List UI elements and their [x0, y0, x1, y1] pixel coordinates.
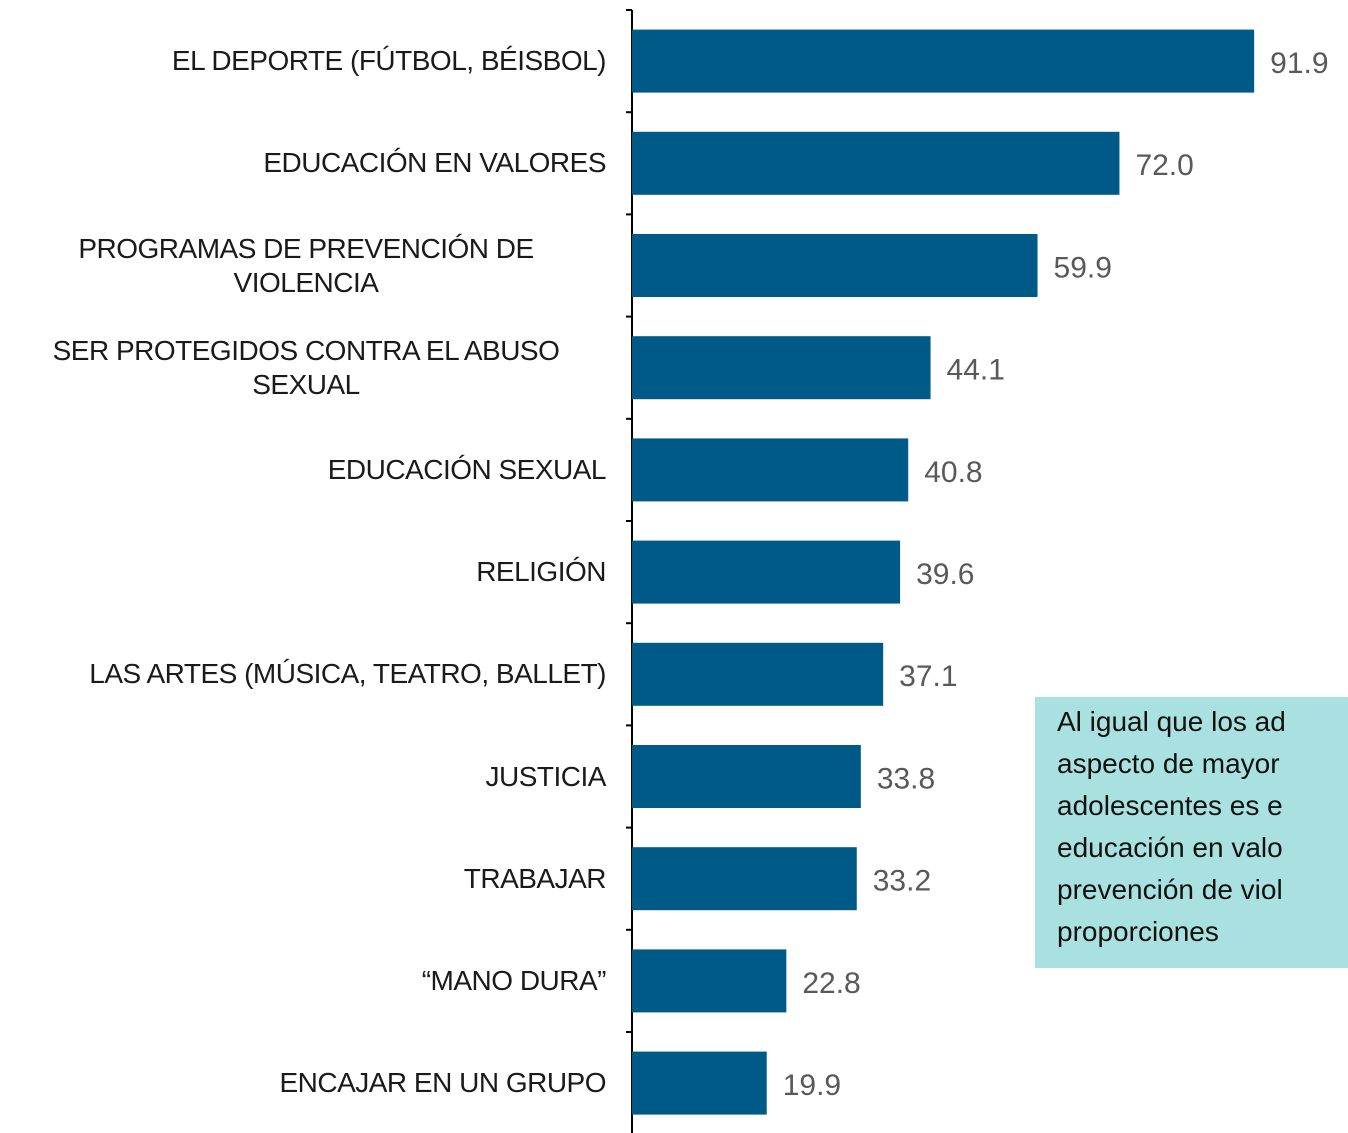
value-label: 33.8 [877, 762, 935, 795]
annotation-line: educación en valo [1057, 832, 1283, 863]
value-label: 44.1 [947, 354, 1005, 387]
category-label: EDUCACIÓN EN VALORES [263, 147, 606, 179]
value-label: 72.0 [1135, 149, 1193, 182]
value-label: 59.9 [1054, 251, 1112, 284]
annotation-line: aspecto de mayor [1057, 748, 1280, 779]
value-label: 91.9 [1270, 47, 1328, 80]
bar [632, 540, 901, 604]
annotation-line: Al igual que los ad [1057, 706, 1286, 737]
category-label: EL DEPORTE (FÚTBOL, BÉISBOL) [171, 45, 607, 77]
bar [632, 1051, 767, 1115]
bar [632, 847, 857, 911]
annotation-line: prevención de viol [1057, 874, 1283, 905]
bar [632, 949, 787, 1013]
bar [632, 234, 1038, 297]
annotation-line: adolescentes es e [1057, 790, 1283, 821]
category-label: PROGRAMAS DE PREVENCIÓN DE VIOLENCIA [78, 232, 534, 298]
category-label: TRABAJAR [463, 862, 607, 894]
category-label: SER PROTEGIDOS CONTRA EL ABUSO SEXUAL [52, 334, 560, 400]
bar [632, 745, 861, 808]
annotation-line: proporciones [1057, 916, 1219, 947]
category-label: JUSTICIA [485, 760, 607, 792]
bar [632, 29, 1255, 93]
value-label: 33.2 [873, 865, 931, 898]
bar [632, 131, 1120, 195]
value-label: 19.9 [783, 1069, 841, 1102]
category-label: ENCAJAR EN UN GRUPO [279, 1067, 606, 1099]
value-label: 22.8 [802, 967, 860, 1000]
category-label: LAS ARTES (MÚSICA, TEATRO, BALLET) [89, 658, 606, 690]
bar [632, 438, 909, 502]
category-label: RELIGIÓN [476, 556, 606, 588]
bar [632, 336, 931, 400]
value-label: 39.6 [916, 558, 974, 591]
value-label: 37.1 [899, 660, 957, 693]
value-label: 40.8 [924, 456, 982, 489]
annotation-box: Al igual que los ad aspecto de mayor adole… [1035, 697, 1348, 968]
category-label: “MANO DURA” [421, 964, 607, 996]
category-label: EDUCACIÓN SEXUAL [327, 453, 607, 485]
bar [632, 642, 884, 706]
